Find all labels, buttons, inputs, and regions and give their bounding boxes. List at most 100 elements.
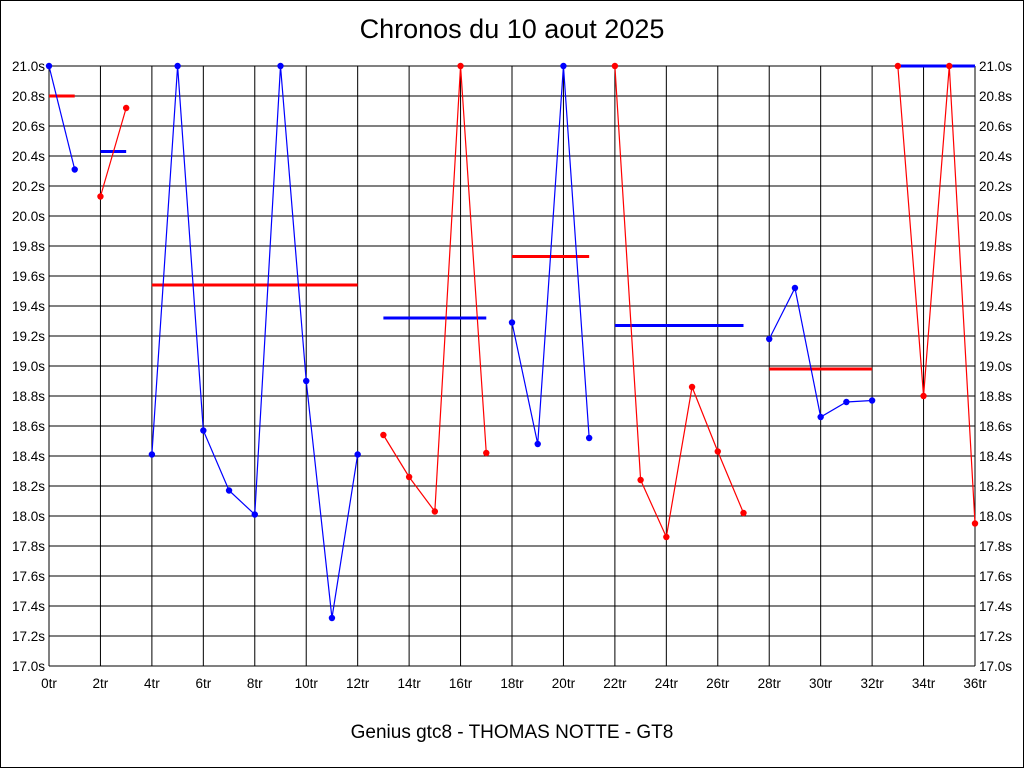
x-tick-label: 6tr — [195, 676, 211, 691]
data-point — [817, 413, 824, 421]
y-tick-label-right: 20.6s — [979, 119, 1012, 134]
y-tick-label-left: 20.2s — [12, 179, 45, 194]
data-point — [585, 434, 593, 442]
mean-lines — [49, 64, 975, 371]
y-tick-label-left: 20.0s — [12, 209, 45, 224]
series-line-1 — [48, 65, 76, 170]
y-tick-label-right: 18.4s — [979, 449, 1012, 464]
x-tick-label: 2tr — [93, 676, 109, 691]
chart-subtitle: Genius gtc8 - THOMAS NOTTE - GT8 — [350, 722, 674, 743]
y-tick-label-left: 17.8s — [12, 539, 45, 554]
data-point — [354, 451, 361, 458]
data-point — [303, 377, 310, 385]
x-tick-label: 10tr — [295, 676, 319, 691]
grid — [48, 65, 976, 667]
y-axis-right: 17.0s 17.2s 17.4s 17.6s 17.8s 18.0s 18.2s 18.4s… — [979, 59, 1012, 674]
data-point — [508, 319, 516, 326]
x-axis: 0tr 2tr 4tr 6tr 8tr 10tr 12tr 14tr 16tr 18tr 20tr 2… — [41, 676, 987, 691]
y-tick-label-left: 17.2s — [12, 629, 45, 644]
data-point — [200, 427, 207, 434]
x-tick-label: 32tr — [860, 676, 884, 691]
data-point — [534, 440, 541, 448]
x-tick-label: 8tr — [247, 676, 263, 691]
data-point — [148, 451, 156, 458]
y-tick-label-right: 17.6s — [979, 569, 1012, 584]
y-tick-label-left: 18.4s — [12, 449, 45, 464]
chart-title: Chronos du 10 aout 2025 — [359, 14, 665, 44]
y-tick-label-right: 17.8s — [979, 539, 1012, 554]
y-tick-label-right: 19.6s — [979, 269, 1012, 284]
data-point — [71, 166, 78, 173]
y-tick-label-left: 19.6s — [12, 269, 45, 284]
data-point — [740, 509, 747, 517]
y-tick-label-left: 20.8s — [12, 89, 45, 104]
data-point — [277, 62, 284, 70]
data-point — [380, 431, 387, 439]
x-tick-label: 26tr — [706, 676, 730, 691]
y-tick-label-right: 19.4s — [979, 299, 1012, 314]
y-tick-label-right: 17.4s — [979, 599, 1012, 614]
y-tick-label-left: 17.6s — [12, 569, 45, 584]
data-point — [560, 62, 567, 70]
x-tick-label: 22tr — [603, 676, 627, 691]
data-point — [45, 62, 53, 70]
data-point — [714, 448, 721, 455]
data-point — [894, 62, 902, 70]
x-tick-label: 16tr — [449, 676, 473, 691]
data-point — [328, 614, 336, 622]
y-tick-label-right: 18.2s — [979, 479, 1012, 494]
data-point — [225, 487, 233, 494]
y-tick-label-right: 20.8s — [979, 89, 1012, 104]
data-point — [843, 398, 850, 406]
x-tick-label: 20tr — [552, 676, 576, 691]
y-tick-label-left: 20.4s — [12, 149, 45, 164]
x-tick-label: 18tr — [500, 676, 524, 691]
x-tick-label: 0tr — [41, 676, 57, 691]
data-point — [868, 397, 876, 404]
y-tick-label-right: 18.0s — [979, 509, 1012, 524]
y-tick-label-right: 18.8s — [979, 389, 1012, 404]
y-tick-label-left: 19.0s — [12, 359, 45, 374]
y-tick-label-right: 19.0s — [979, 359, 1012, 374]
data-point — [174, 62, 181, 70]
series-line-5 — [511, 65, 590, 445]
y-tick-label-right: 17.0s — [979, 659, 1012, 674]
data-point — [766, 335, 773, 343]
y-tick-label-right: 19.8s — [979, 239, 1012, 254]
data-point — [920, 392, 927, 400]
series-line-2 — [99, 107, 127, 197]
y-tick-label-right: 18.6s — [979, 419, 1012, 434]
x-tick-label: 14tr — [397, 676, 421, 691]
y-tick-label-right: 20.4s — [979, 149, 1012, 164]
y-tick-label-right: 20.2s — [979, 179, 1012, 194]
y-tick-label-left: 19.4s — [12, 299, 45, 314]
data-point — [251, 511, 258, 518]
x-tick-label: 12tr — [346, 676, 370, 691]
series-points — [45, 62, 979, 622]
x-tick-label: 24tr — [655, 676, 679, 691]
data-point — [483, 449, 490, 457]
y-tick-label-right: 20.0s — [979, 209, 1012, 224]
data-point — [405, 473, 413, 481]
x-tick-label: 34tr — [912, 676, 936, 691]
y-tick-label-left: 18.8s — [12, 389, 45, 404]
x-tick-label: 30tr — [809, 676, 833, 691]
x-tick-label: 4tr — [144, 676, 160, 691]
y-tick-label-left: 18.6s — [12, 419, 45, 434]
series-line-8 — [897, 65, 976, 524]
data-point — [688, 383, 696, 391]
data-point — [791, 284, 799, 292]
x-tick-label: 36tr — [963, 676, 987, 691]
y-tick-label-right: 21.0s — [979, 59, 1012, 74]
y-tick-label-left: 17.4s — [12, 599, 45, 614]
data-point — [971, 520, 979, 527]
data-point — [457, 62, 464, 70]
x-tick-label: 28tr — [758, 676, 782, 691]
y-tick-label-left: 19.8s — [12, 239, 45, 254]
y-tick-label-left: 19.2s — [12, 329, 45, 344]
data-point — [431, 508, 439, 515]
series-line-4 — [382, 65, 487, 514]
y-tick-label-right: 19.2s — [979, 329, 1012, 344]
y-axis-left: 17.0s 17.2s 17.4s 17.6s 17.8s 18.0s 18.2s 18.4s… — [12, 59, 45, 674]
